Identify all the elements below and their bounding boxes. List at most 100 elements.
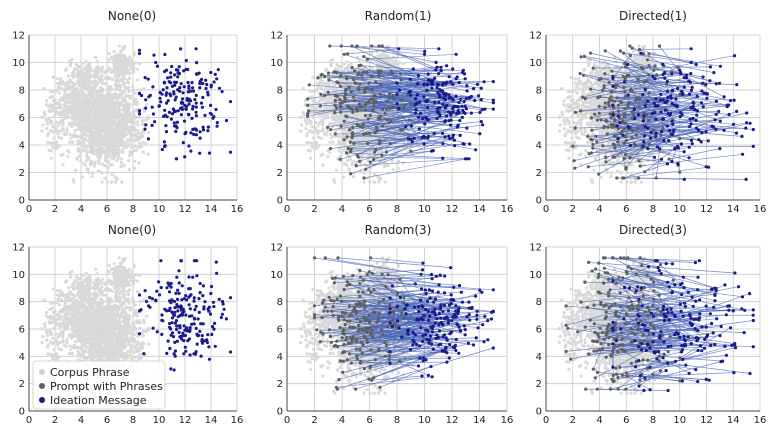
corpus-point (311, 115, 316, 119)
ideation-point (448, 123, 453, 127)
corpus-point (111, 96, 116, 100)
prompt-point (387, 96, 392, 100)
y-tick-label: 4 (277, 141, 283, 152)
prompt-point (380, 153, 384, 157)
prompt-point (392, 106, 396, 110)
ideation-point (228, 150, 233, 154)
corpus-point (130, 146, 134, 150)
prompt-point (385, 117, 389, 122)
ideation-point (183, 132, 187, 136)
corpus-point (81, 91, 85, 96)
corpus-point (95, 136, 99, 140)
ideation-point (160, 147, 164, 152)
prompt-point (350, 131, 355, 135)
corpus-point (370, 52, 374, 56)
ideation-point (216, 68, 220, 72)
ideation-point (206, 93, 210, 97)
prompt-point (391, 94, 395, 98)
corpus-point (124, 102, 128, 106)
corpus-point (112, 149, 116, 153)
ideation-point (147, 95, 151, 99)
ideation-point (206, 129, 210, 133)
corpus-point (85, 154, 89, 158)
ideation-point (150, 123, 154, 127)
ideation-point (423, 122, 427, 126)
ideation-point (184, 58, 188, 63)
corpus-point (61, 123, 65, 127)
ideation-point (195, 61, 199, 65)
ideation-point (162, 140, 166, 144)
corpus-point (100, 180, 104, 184)
corpus-point (391, 55, 396, 59)
corpus-point (67, 150, 71, 154)
x-tick-label: 10 (153, 204, 166, 215)
corpus-point (112, 49, 116, 54)
ideation-point (463, 104, 467, 108)
corpus-point (47, 117, 51, 121)
corpus-point (74, 95, 78, 99)
ideation-point (439, 68, 443, 73)
ideation-point (137, 51, 142, 56)
corpus-point (359, 115, 363, 119)
prompt-point (348, 140, 352, 144)
prompt-point (381, 107, 385, 111)
corpus-point (84, 68, 88, 72)
corpus-point (78, 104, 83, 108)
x-tick-label: 0 (26, 204, 32, 215)
corpus-point (125, 69, 129, 73)
corpus-point (117, 44, 121, 48)
ideation-point (199, 101, 204, 105)
ideation-point (167, 80, 171, 84)
corpus-point (106, 166, 110, 170)
corpus-point (319, 136, 323, 140)
corpus-point (71, 121, 75, 125)
ideation-point (174, 95, 178, 99)
prompt-point (357, 87, 361, 91)
prompt-point (384, 150, 389, 154)
ideation-point (212, 115, 216, 119)
prompt-point (368, 114, 372, 118)
corpus-point (119, 68, 124, 72)
corpus-point (123, 81, 127, 85)
corpus-point (383, 164, 387, 168)
corpus-point (69, 136, 73, 140)
corpus-point (304, 119, 308, 123)
ideation-point (169, 71, 173, 75)
corpus-point (97, 150, 101, 154)
corpus-point (324, 133, 328, 137)
ideation-point (146, 137, 150, 141)
corpus-point (128, 139, 132, 143)
corpus-point (96, 130, 100, 134)
corpus-point (133, 144, 137, 148)
corpus-point (117, 79, 121, 83)
prompt-point (389, 70, 393, 74)
corpus-point (49, 105, 54, 109)
corpus-point (114, 152, 118, 156)
corpus-point (145, 103, 149, 107)
corpus-point (68, 132, 72, 136)
ideation-point (209, 103, 213, 107)
ideation-point (171, 107, 175, 111)
corpus-point (68, 64, 72, 68)
corpus-point (141, 150, 145, 154)
corpus-point (339, 135, 343, 139)
ideation-point (137, 112, 142, 116)
corpus-point (97, 125, 101, 129)
corpus-point (87, 99, 91, 103)
ideation-point (190, 81, 194, 85)
corpus-point (45, 99, 49, 103)
corpus-point (84, 96, 88, 100)
corpus-point (92, 113, 96, 117)
corpus-point (122, 47, 126, 51)
x-tick-label: 2 (311, 204, 317, 215)
corpus-point (85, 151, 89, 155)
prompt-point (377, 142, 382, 146)
corpus-point (305, 140, 309, 145)
corpus-point (104, 75, 108, 79)
corpus-point (127, 86, 131, 90)
prompt-point (342, 119, 346, 123)
corpus-point (84, 159, 88, 163)
corpus-point (141, 122, 145, 127)
ideation-point (137, 48, 142, 52)
corpus-point (123, 107, 127, 111)
